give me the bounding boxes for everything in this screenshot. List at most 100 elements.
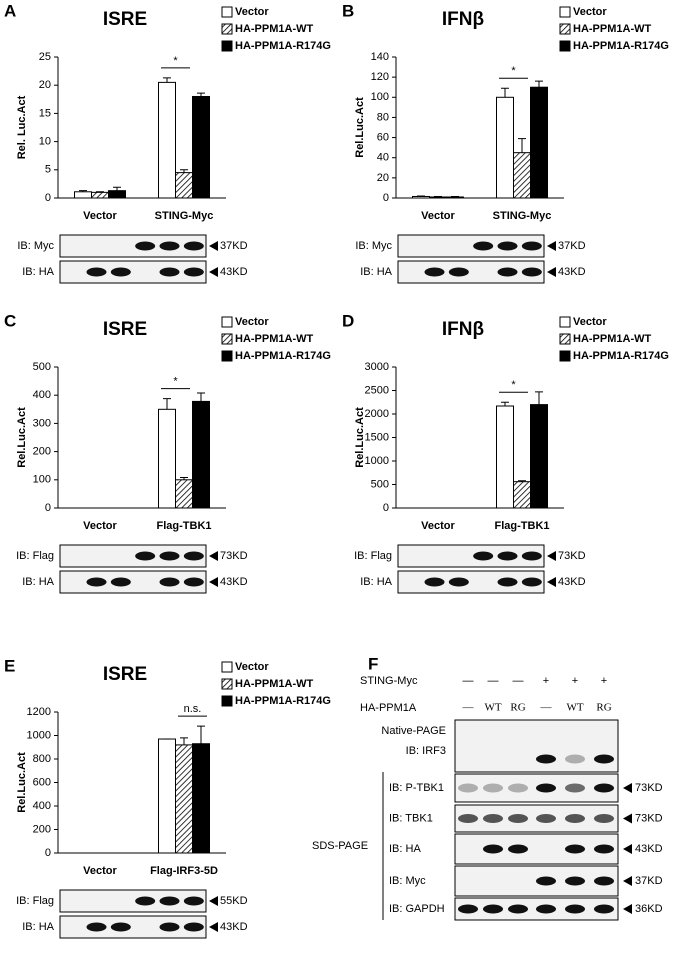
legend-label: HA-PPM1A-WT: [235, 678, 313, 690]
y-tick-label: 40: [377, 152, 389, 164]
y-axis-title: Rel.Luc.Act: [16, 407, 28, 468]
bar: [175, 172, 193, 199]
error-bar: [518, 138, 526, 153]
y-tick-label: 200: [33, 823, 51, 835]
blot-frame: [59, 260, 207, 284]
y-tick-label: 1000: [27, 729, 51, 741]
sds-label: SDS-PAGE: [312, 840, 368, 852]
legend-swatch: [221, 695, 233, 707]
error-bar: [518, 480, 526, 482]
error-bar: [79, 190, 87, 192]
y-tick-label: 20: [39, 79, 51, 91]
blot-band: [183, 551, 204, 561]
arrow: [209, 241, 218, 251]
blot-band: [483, 844, 503, 854]
y-tick-label: 0: [383, 502, 389, 514]
blot-frame: [59, 889, 207, 913]
blot-band: [159, 896, 180, 906]
blot-band: [594, 904, 614, 914]
blot-size: 73KD: [635, 782, 663, 794]
legend-swatch: [221, 333, 233, 345]
blot-size: 73KD: [558, 550, 586, 562]
lane-label: —: [462, 702, 475, 714]
chart-panel: D IFNβ Rel.Luc.Act 0 500 1000 1500 2000 2500 3000…: [342, 311, 669, 594]
y-tick-label: 500: [33, 361, 51, 373]
blot-band: [565, 876, 585, 886]
panel-label: E: [4, 656, 15, 675]
panel-label: C: [4, 311, 16, 330]
blot-size: 43KD: [220, 576, 248, 588]
blot-band: [159, 577, 180, 587]
legend-swatch: [559, 23, 571, 35]
blot-size: 55KD: [220, 895, 248, 907]
bar: [175, 744, 193, 854]
arrow: [547, 577, 556, 587]
blot-band: [594, 876, 614, 886]
y-tick-label: 300: [33, 417, 51, 429]
legend-label: HA-PPM1A-R174G: [235, 40, 331, 52]
blot-band: [536, 904, 556, 914]
blot-label: IB: Myc: [389, 875, 426, 887]
legend-label: Vector: [235, 6, 269, 18]
chart-title: ISRE: [103, 319, 147, 340]
blot-frame: [59, 234, 207, 258]
legend-label: HA-PPM1A-WT: [235, 333, 313, 345]
y-tick-label: 100: [371, 91, 389, 103]
legend-swatch: [221, 23, 233, 35]
blot-band: [110, 267, 131, 277]
error-bar: [163, 398, 171, 410]
blot-band: [159, 267, 180, 277]
blot-band: [497, 577, 518, 587]
legend-swatch: [559, 40, 571, 52]
lane-label: RG: [510, 702, 525, 714]
legend-label: Vector: [235, 661, 269, 673]
blot-size: 37KD: [635, 875, 663, 887]
panel-label: F: [368, 654, 378, 673]
arrow: [547, 241, 556, 251]
legend-label: HA-PPM1A-R174G: [573, 40, 669, 52]
panel-f: F STING-Myc — — — + + + HA-PPM1A — WT RG — WT RG Native…: [312, 654, 663, 921]
y-tick-label: 120: [371, 71, 389, 83]
x-tick-label: Vector: [83, 520, 117, 532]
bar: [192, 95, 210, 199]
y-tick-label: 15: [39, 107, 51, 119]
bar: [496, 96, 514, 199]
y-tick-label: 2000: [365, 408, 389, 420]
blot-frame: [397, 570, 545, 594]
error-bar: [113, 186, 121, 191]
blot-band: [565, 754, 585, 764]
legend-label: Vector: [235, 316, 269, 328]
blot-band: [183, 241, 204, 251]
blot-label: IB: GAPDH: [389, 903, 445, 915]
legend-label: HA-PPM1A-R174G: [573, 350, 669, 362]
chart-panel: A ISRE Rel. Luc.Act 0 5 10 15 20 25 Vector STING-M…: [4, 1, 331, 284]
blot-label: IB: Flag: [354, 550, 392, 562]
bar: [192, 743, 210, 854]
arrow: [209, 896, 218, 906]
blot-band: [565, 783, 585, 793]
lane-label: +: [572, 675, 578, 687]
blot-label: IB: Myc: [17, 240, 54, 252]
legend-swatch: [221, 678, 233, 690]
blot-size: 73KD: [635, 812, 663, 824]
condition-label: HA-PPM1A: [360, 702, 417, 714]
blot-band: [521, 241, 542, 251]
y-tick-label: 0: [45, 847, 51, 859]
x-tick-label: Flag-IRF3-5D: [150, 865, 218, 877]
x-tick-label: Vector: [83, 865, 117, 877]
y-tick-label: 0: [45, 502, 51, 514]
panel-label: B: [342, 1, 354, 20]
bar: [108, 190, 126, 199]
arrow: [623, 783, 632, 793]
blot-label: IB: HA: [22, 576, 54, 588]
blot-band: [135, 551, 156, 561]
chart-title: ISRE: [103, 9, 147, 30]
blot-frame: [59, 915, 207, 939]
chart-panel: B IFNβ Rel.Luc.Act 0 20 40 60 80 100 120 140 Vector…: [342, 1, 669, 284]
arrow: [547, 267, 556, 277]
legend-swatch: [559, 316, 571, 328]
lane-label: WT: [566, 702, 583, 714]
legend-label: HA-PPM1A-WT: [573, 333, 651, 345]
